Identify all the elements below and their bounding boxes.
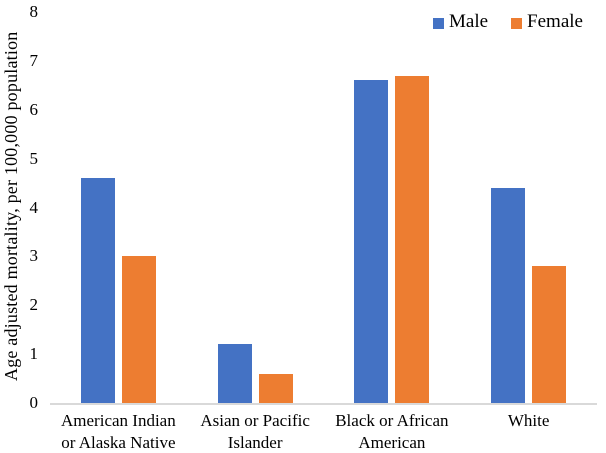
x-axis-line — [50, 403, 597, 405]
legend-item-male: Male — [433, 11, 488, 33]
y-tick-label: 1 — [29, 344, 39, 364]
bar-group — [50, 12, 187, 403]
male-bar — [354, 80, 389, 403]
male-bar — [80, 178, 115, 403]
female-bar — [532, 266, 567, 403]
legend-label-male: Male — [449, 11, 489, 32]
y-tick-label: 2 — [29, 295, 39, 315]
male-bar — [217, 344, 252, 403]
female-legend-swatch — [511, 17, 523, 29]
x-category-label: Asian or Pacific Islander — [200, 411, 310, 452]
y-tick-label: 8 — [29, 2, 39, 21]
y-tick-label: 5 — [29, 148, 39, 168]
plot-area — [50, 12, 597, 405]
legend-label-female: Female — [527, 11, 583, 32]
female-bar — [258, 373, 293, 403]
x-category-label: Black or African American — [335, 411, 449, 452]
bar-group — [324, 12, 461, 403]
male-legend-swatch — [433, 17, 444, 29]
legend: Male Female — [433, 11, 583, 33]
x-category-label: White — [507, 411, 550, 430]
y-tick-label: 3 — [29, 246, 39, 266]
y-tick-label: 4 — [29, 197, 39, 217]
y-tick-label: 6 — [29, 99, 39, 119]
y-tick-label: 7 — [29, 50, 39, 70]
bar-group — [187, 12, 324, 403]
x-category-label: American Indian or Alaska Native — [61, 411, 176, 452]
female-bar — [395, 75, 430, 403]
y-tick-label: 0 — [29, 393, 39, 412]
male-bar — [491, 187, 526, 403]
bar-group — [460, 12, 597, 403]
female-bar — [121, 256, 156, 403]
x-axis-category-labels: American Indian or Alaska Native Asian or… — [50, 410, 597, 453]
legend-item-female: Female — [511, 11, 583, 33]
